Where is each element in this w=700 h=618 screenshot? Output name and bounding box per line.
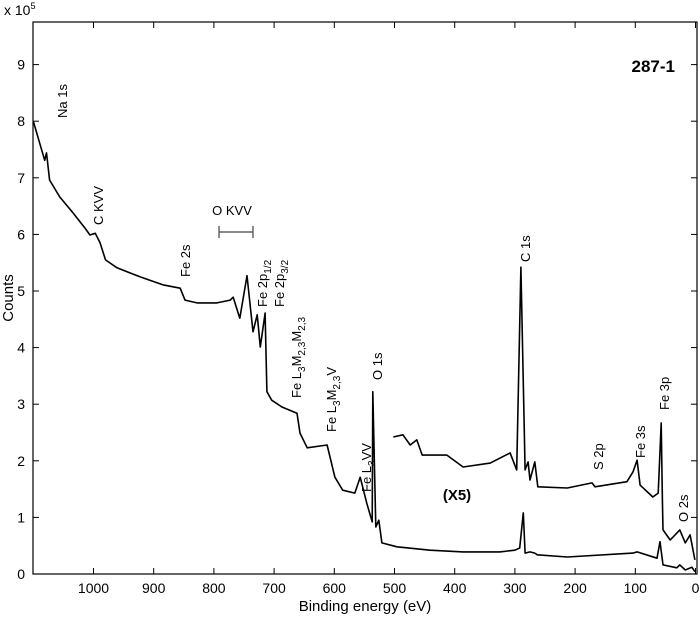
peak-label-part: C 1s <box>518 235 533 262</box>
peak-label-fe-3s: Fe 3s <box>633 425 648 458</box>
peak-label-fe-3p: Fe 3p <box>657 377 672 410</box>
peak-label-part: Fe 2p <box>272 274 287 307</box>
x-tick-label: 900 <box>142 580 166 596</box>
peak-label-part: VV <box>359 443 374 461</box>
y-multiplier-exp: 5 <box>30 1 35 11</box>
peak-label-part: Fe L <box>289 372 304 398</box>
peak-label-o-2s: O 2s <box>676 494 691 522</box>
y-tick-label: 2 <box>17 453 25 469</box>
peak-label-fe-2p32: Fe 2p3/2 <box>272 259 291 307</box>
axis-ticks: 1000 900 800 700 600 500 400 300 200 100 001234567… <box>17 22 700 596</box>
peak-label-part: Fe L <box>324 406 339 432</box>
x-tick-label: 100 <box>624 580 648 596</box>
spectrum-line-main <box>32 120 696 573</box>
y-tick-label: 5 <box>17 283 25 299</box>
y-tick-label: 0 <box>17 566 25 582</box>
spectrum-lines <box>32 120 696 573</box>
peak-label-part: Na 1s <box>55 84 70 118</box>
y-multiplier: x 105 <box>4 1 35 18</box>
y-multiplier-base: x 10 <box>4 2 31 18</box>
x-tick-label: 800 <box>202 580 226 596</box>
peak-label-part: S 2p <box>591 443 606 470</box>
sample-label: 287-1 <box>632 57 675 76</box>
peak-label-part: M <box>289 331 304 342</box>
spectrum-line-x5 <box>393 266 696 561</box>
peak-label-fe-l3vv: Fe L3VV <box>359 443 378 492</box>
peak-label-part: Fe L <box>359 466 374 492</box>
peak-label-part: 3/2 <box>280 259 291 273</box>
x-tick-label: 300 <box>503 580 527 596</box>
peak-label-part: Fe 3s <box>633 425 648 458</box>
x-tick-label: 600 <box>323 580 347 596</box>
x-axis-title: Binding energy (eV) <box>299 598 432 615</box>
peak-label-part: Fe 2p <box>255 274 270 307</box>
peak-label-part: V <box>324 367 339 376</box>
peak-label-part: 2,3 <box>297 341 308 355</box>
peak-label-part: O 1s <box>370 352 385 380</box>
o-kvv-range-bracket <box>218 226 254 238</box>
peak-label-part: 2,3 <box>332 375 343 389</box>
plot-frame <box>32 21 698 575</box>
peak-label-part: 3 <box>297 366 308 372</box>
o-kvv-label: O KVV <box>212 203 252 218</box>
peak-label-c-1s: C 1s <box>518 235 533 262</box>
peak-label-fe-2p12: Fe 2p1/2 <box>255 259 274 307</box>
peak-label-part: 2,3 <box>297 316 308 330</box>
peak-label-s-2p: S 2p <box>591 443 606 470</box>
peak-label-fe-2s: Fe 2s <box>178 244 193 277</box>
peak-label-o-1s: O 1s <box>370 352 385 380</box>
x-tick-label: 0 <box>692 580 700 596</box>
peak-label-part: M <box>289 356 304 367</box>
y-tick-label: 9 <box>17 57 25 73</box>
peak-label-part: C KVV <box>91 186 106 225</box>
peak-label-part: 1/2 <box>263 259 274 273</box>
peak-label-part: Fe 2s <box>178 244 193 277</box>
peak-label-part: O 2s <box>676 494 691 522</box>
y-axis-title: Counts <box>0 274 17 322</box>
peak-label-na-1s: Na 1s <box>55 84 70 118</box>
y-tick-label: 4 <box>17 340 25 356</box>
peak-label-part: 3 <box>367 460 378 466</box>
x-tick-label: 200 <box>563 580 587 596</box>
y-tick-label: 7 <box>17 170 25 186</box>
peak-label-part: M <box>324 390 339 401</box>
y-tick-label: 6 <box>17 226 25 242</box>
y-tick-label: 8 <box>17 113 25 129</box>
x-tick-label: 1000 <box>78 580 109 596</box>
scale-label: (X5) <box>443 487 471 504</box>
peak-label-c-kvv: C KVV <box>91 186 106 225</box>
x-tick-label: 500 <box>383 580 407 596</box>
x-tick-label: 400 <box>443 580 467 596</box>
peak-label-fe-l3m23v: Fe L3M2,3V <box>324 367 343 432</box>
peak-label-fe-l3m23m23: Fe L3M2,3M2,3 <box>289 316 308 398</box>
y-tick-label: 1 <box>17 509 25 525</box>
peak-label-part: Fe 3p <box>657 377 672 410</box>
peak-label-part: 3 <box>332 400 343 406</box>
y-tick-label: 3 <box>17 396 25 412</box>
x-tick-label: 700 <box>262 580 286 596</box>
